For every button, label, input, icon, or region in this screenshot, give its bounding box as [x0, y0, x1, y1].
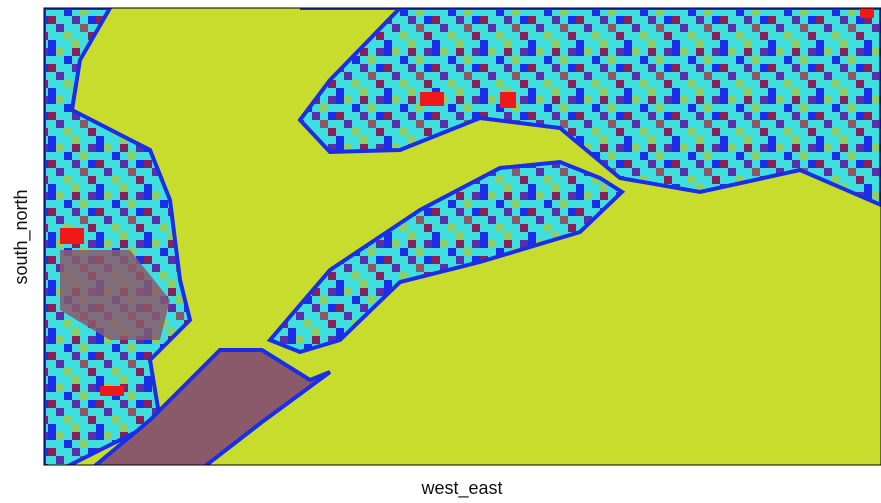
y-axis-label: south_north: [11, 189, 32, 284]
red-cell: [60, 228, 84, 244]
red-cell: [100, 386, 124, 396]
x-axis-label: west_east: [420, 478, 502, 499]
page: west_east south_north (() => { const dat…: [0, 0, 881, 503]
map-figure: west_east south_north: [0, 0, 881, 503]
raster: [44, 8, 881, 470]
red-cell: [500, 92, 516, 108]
red-cell: [860, 8, 874, 18]
red-cell: [420, 92, 444, 106]
